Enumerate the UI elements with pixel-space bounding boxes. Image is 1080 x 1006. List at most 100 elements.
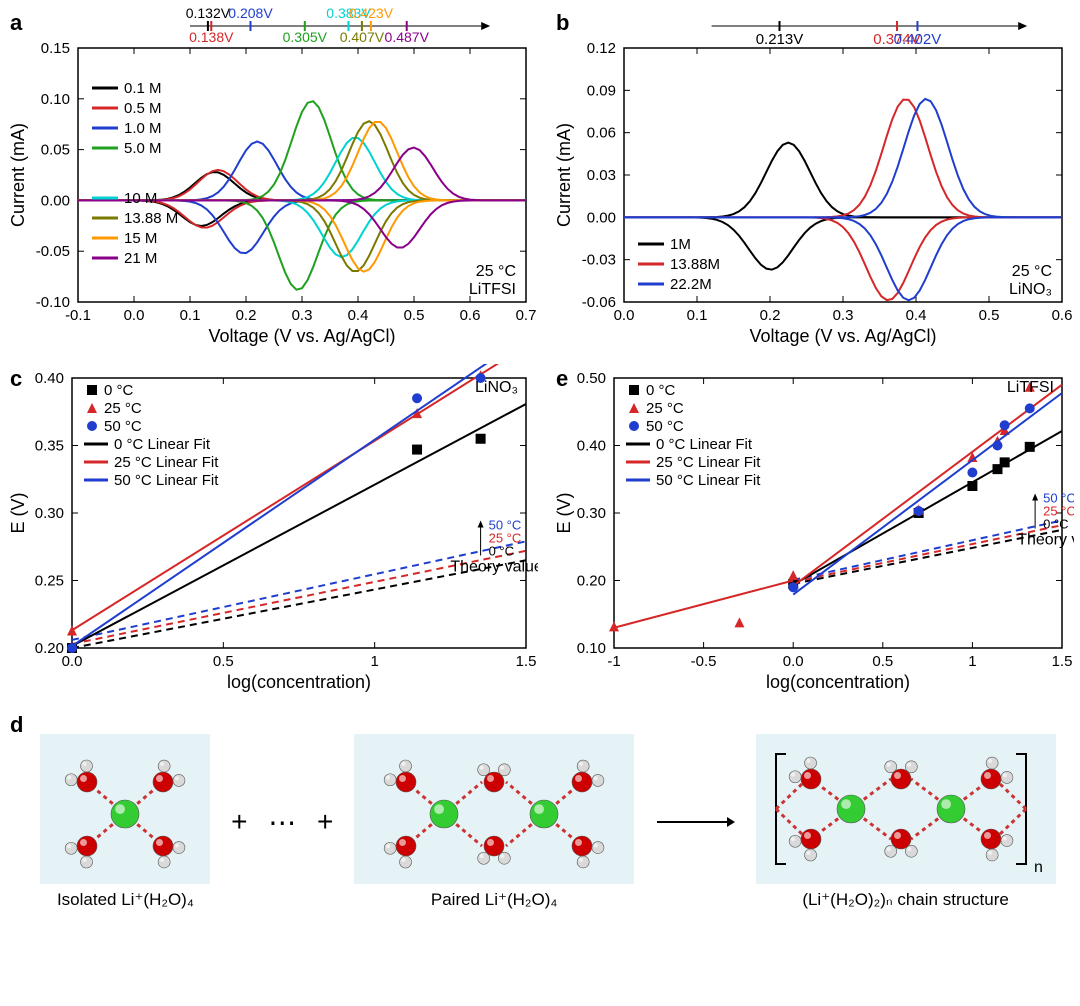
svg-text:0 °C: 0 °C bbox=[489, 544, 514, 559]
chart-e: -1-0.50.00.511.50.100.200.300.400.50log(… bbox=[554, 364, 1074, 694]
mol-pair-svg bbox=[354, 734, 634, 884]
svg-text:0.213V: 0.213V bbox=[756, 31, 804, 48]
svg-text:0.5 M: 0.5 M bbox=[124, 100, 162, 117]
svg-text:0.15: 0.15 bbox=[41, 40, 70, 57]
svg-text:0.4: 0.4 bbox=[348, 307, 369, 324]
svg-text:5.0 M: 5.0 M bbox=[124, 140, 162, 157]
arrow-svg bbox=[655, 812, 735, 832]
svg-text:0.50: 0.50 bbox=[577, 370, 606, 387]
svg-text:0.0: 0.0 bbox=[62, 653, 83, 670]
svg-text:0.5: 0.5 bbox=[979, 307, 1000, 324]
svg-text:0.2: 0.2 bbox=[236, 307, 257, 324]
svg-text:0.40: 0.40 bbox=[577, 438, 606, 455]
svg-text:0.10: 0.10 bbox=[577, 640, 606, 657]
chart-a: -0.10.00.10.20.30.40.50.60.7-0.10-0.050.… bbox=[8, 8, 538, 348]
svg-text:15 M: 15 M bbox=[124, 230, 157, 247]
svg-text:LiTFSI: LiTFSI bbox=[469, 281, 516, 298]
svg-text:25 °C: 25 °C bbox=[476, 263, 516, 280]
svg-text:0.10: 0.10 bbox=[41, 91, 70, 108]
svg-text:0.1: 0.1 bbox=[687, 307, 708, 324]
svg-text:LiNO₃: LiNO₃ bbox=[1009, 281, 1052, 298]
row-ab: a -0.10.00.10.20.30.40.50.60.7-0.10-0.05… bbox=[8, 8, 1072, 348]
row-ce: c 0.00.511.50.200.250.300.350.40log(conc… bbox=[8, 364, 1072, 694]
svg-text:25 °C: 25 °C bbox=[1012, 263, 1052, 280]
svg-text:-0.5: -0.5 bbox=[691, 653, 717, 670]
svg-text:21 M: 21 M bbox=[124, 250, 157, 267]
svg-text:0.5: 0.5 bbox=[213, 653, 234, 670]
mol-pair: Paired Li⁺(H₂O)₄ bbox=[354, 734, 634, 910]
svg-text:0 °C Linear Fit: 0 °C Linear Fit bbox=[114, 436, 211, 453]
svg-text:0.03: 0.03 bbox=[587, 167, 616, 184]
panel-d-label: d bbox=[10, 712, 23, 738]
mol-pair-label: Paired Li⁺(H₂O)₄ bbox=[431, 890, 557, 910]
svg-text:50 °C: 50 °C bbox=[646, 418, 684, 435]
svg-text:25 °C Linear Fit: 25 °C Linear Fit bbox=[114, 454, 219, 471]
svg-text:0.30: 0.30 bbox=[35, 505, 64, 522]
svg-text:0.3: 0.3 bbox=[833, 307, 854, 324]
svg-text:E (V): E (V) bbox=[8, 492, 28, 533]
svg-text:0.305V: 0.305V bbox=[283, 29, 328, 45]
svg-text:1: 1 bbox=[370, 653, 378, 670]
svg-text:50 °C Linear Fit: 50 °C Linear Fit bbox=[656, 472, 761, 489]
svg-text:0.5: 0.5 bbox=[404, 307, 425, 324]
svg-text:25 °C: 25 °C bbox=[646, 400, 684, 417]
svg-text:E (V): E (V) bbox=[554, 492, 574, 533]
svg-text:0.35: 0.35 bbox=[35, 438, 64, 455]
svg-text:0.00: 0.00 bbox=[587, 209, 616, 226]
svg-text:0 °C: 0 °C bbox=[1043, 517, 1068, 532]
svg-text:-0.10: -0.10 bbox=[36, 294, 70, 311]
svg-text:0.25: 0.25 bbox=[35, 573, 64, 590]
mol-row: Isolated Li⁺(H₂O)₄ + ⋯ + Paired Li⁺(H₂O)… bbox=[8, 710, 1072, 918]
panel-a: a -0.10.00.10.20.30.40.50.60.7-0.10-0.05… bbox=[8, 8, 538, 348]
svg-text:LiNO₃: LiNO₃ bbox=[475, 379, 518, 396]
svg-text:1M: 1M bbox=[670, 236, 691, 253]
svg-text:0.0: 0.0 bbox=[783, 653, 804, 670]
panel-e: e -1-0.50.00.511.50.100.200.300.400.50lo… bbox=[554, 364, 1074, 694]
chart-b: 0.00.10.20.30.40.50.6-0.06-0.030.000.030… bbox=[554, 8, 1074, 348]
svg-text:0 °C Linear Fit: 0 °C Linear Fit bbox=[656, 436, 753, 453]
plus-1: + bbox=[231, 806, 247, 838]
svg-text:1.5: 1.5 bbox=[516, 653, 537, 670]
svg-text:log(concentration): log(concentration) bbox=[766, 672, 910, 692]
svg-text:0.208V: 0.208V bbox=[228, 8, 273, 21]
svg-text:0.423V: 0.423V bbox=[349, 8, 394, 21]
panel-c: c 0.00.511.50.200.250.300.350.40log(conc… bbox=[8, 364, 538, 694]
svg-text:0.00: 0.00 bbox=[41, 192, 70, 209]
svg-text:0 °C: 0 °C bbox=[104, 382, 134, 399]
svg-text:0.487V: 0.487V bbox=[385, 29, 430, 45]
svg-text:0.407V: 0.407V bbox=[340, 29, 385, 45]
mol-chain: n (Li⁺(H₂O)₂)ₙ chain structure bbox=[756, 734, 1056, 910]
svg-text:0.132V: 0.132V bbox=[186, 8, 231, 21]
svg-text:-1: -1 bbox=[607, 653, 620, 670]
svg-text:Voltage (V vs. Ag/AgCl): Voltage (V vs. Ag/AgCl) bbox=[749, 326, 936, 346]
svg-text:Current (mA): Current (mA) bbox=[8, 123, 28, 227]
svg-text:log(concentration): log(concentration) bbox=[227, 672, 371, 692]
arrow-react bbox=[655, 812, 735, 832]
svg-text:0.138V: 0.138V bbox=[189, 29, 234, 45]
svg-text:10 M: 10 M bbox=[124, 190, 157, 207]
svg-text:0.09: 0.09 bbox=[587, 82, 616, 99]
svg-text:0.6: 0.6 bbox=[460, 307, 481, 324]
mol-iso-label: Isolated Li⁺(H₂O)₄ bbox=[57, 890, 194, 910]
svg-text:0.05: 0.05 bbox=[41, 142, 70, 159]
mol-chain-svg: n bbox=[756, 734, 1056, 884]
svg-text:0.12: 0.12 bbox=[587, 40, 616, 57]
svg-text:0.0: 0.0 bbox=[614, 307, 635, 324]
svg-text:0.402V: 0.402V bbox=[894, 31, 942, 48]
panel-b: b 0.00.10.20.30.40.50.6-0.06-0.030.000.0… bbox=[554, 8, 1074, 348]
svg-text:13.88M: 13.88M bbox=[670, 256, 720, 273]
svg-text:50 °C: 50 °C bbox=[104, 418, 142, 435]
svg-text:0.06: 0.06 bbox=[587, 125, 616, 142]
dots: ⋯ bbox=[268, 806, 296, 839]
svg-text:25 °C Linear Fit: 25 °C Linear Fit bbox=[656, 454, 761, 471]
svg-text:Theory value: Theory value bbox=[1017, 532, 1074, 549]
svg-text:1.0 M: 1.0 M bbox=[124, 120, 162, 137]
svg-text:0 °C: 0 °C bbox=[646, 382, 676, 399]
svg-text:LiTFSI: LiTFSI bbox=[1007, 379, 1054, 396]
mol-chain-label: (Li⁺(H₂O)₂)ₙ chain structure bbox=[802, 890, 1009, 910]
svg-text:Theory value: Theory value bbox=[450, 559, 538, 576]
svg-text:0.2: 0.2 bbox=[760, 307, 781, 324]
figure-root: a -0.10.00.10.20.30.40.50.60.7-0.10-0.05… bbox=[0, 0, 1080, 926]
svg-text:0.5: 0.5 bbox=[872, 653, 893, 670]
svg-text:25 °C: 25 °C bbox=[104, 400, 142, 417]
